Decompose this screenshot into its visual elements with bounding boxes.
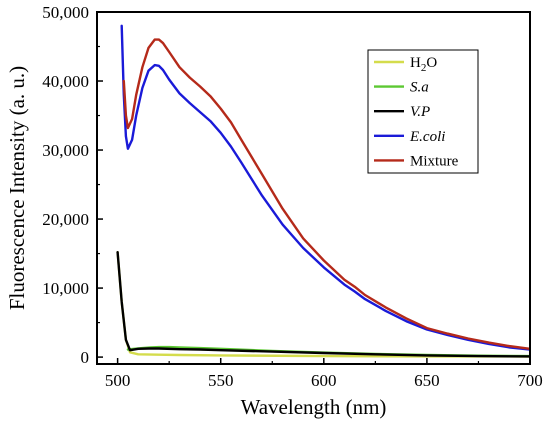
legend-label-4: Mixture xyxy=(410,153,459,169)
plot-frame xyxy=(96,11,531,365)
y-tick-label: 40,000 xyxy=(42,72,89,91)
legend-label-1: S.a xyxy=(410,80,429,96)
y-tick-label: 0 xyxy=(81,348,90,367)
y-tick-label: 20,000 xyxy=(42,210,89,229)
y-tick-label: 30,000 xyxy=(42,141,89,160)
x-tick-label: 650 xyxy=(414,371,440,390)
legend: H2O S.a V.P E.coli Mixture xyxy=(367,49,479,174)
legend-label-2: V.P xyxy=(410,104,430,120)
series-layer xyxy=(116,24,530,358)
series-line-4 xyxy=(122,38,530,350)
legend-label-0: H2O xyxy=(410,55,437,74)
series-line-2 xyxy=(116,251,530,358)
y-tick-label: 50,000 xyxy=(42,3,89,22)
x-axis-title: Wavelength (nm) xyxy=(241,395,387,419)
x-tick-label: 600 xyxy=(311,371,337,390)
x-tick-label: 500 xyxy=(105,371,131,390)
x-tick-label: 700 xyxy=(517,371,543,390)
x-tick-label: 550 xyxy=(208,371,234,390)
y-tick-label: 10,000 xyxy=(42,279,89,298)
tick-layer: 500 550 600 650 700 0 10,000 20,000 30,000 40,000… xyxy=(42,3,543,390)
series-line-3 xyxy=(120,24,530,351)
y-axis-title: Fluorescence Intensity (a. u.) xyxy=(5,66,29,310)
legend-label-3: E.coli xyxy=(409,129,445,145)
